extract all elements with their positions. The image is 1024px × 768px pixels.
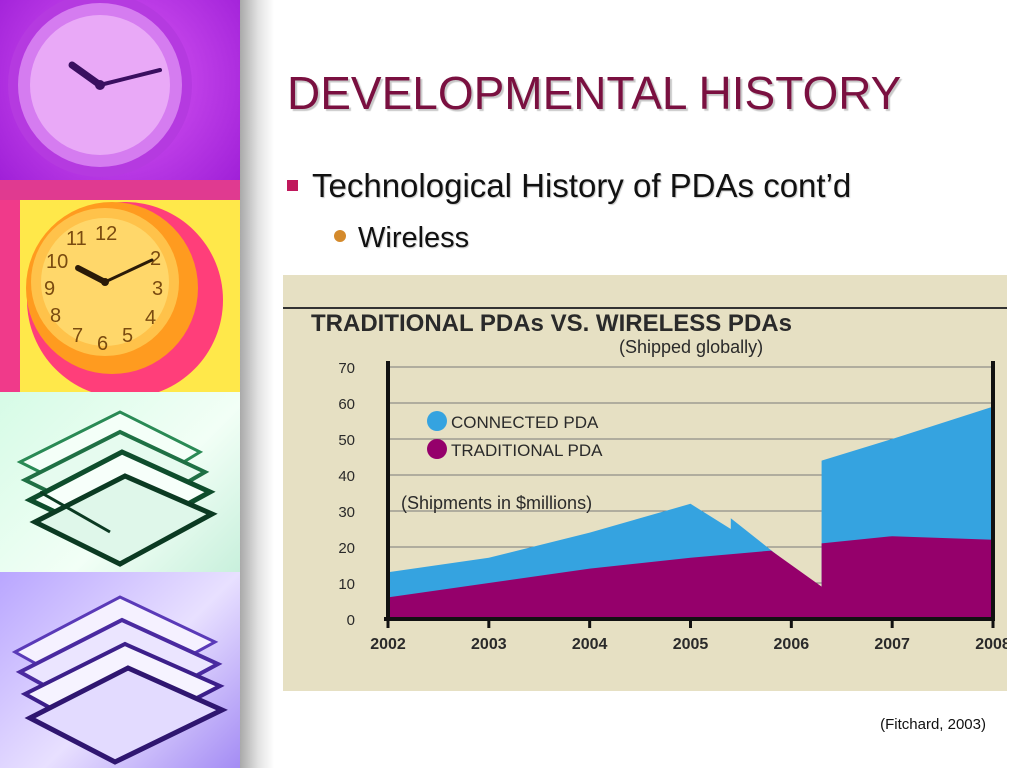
bullet-level1-text: Technological History of PDAs cont’d	[312, 167, 852, 204]
bullet-level2: Wireless	[334, 222, 469, 255]
legend-label-traditional: TRADITIONAL PDA	[451, 441, 603, 460]
chart-image: TRADITIONAL PDAs VS. WIRELESS PDAs (Ship…	[283, 275, 1007, 691]
svg-text:6: 6	[97, 333, 108, 355]
y-tick-label: 30	[338, 504, 355, 521]
purple-clock-image	[0, 0, 240, 180]
x-tick-label: 2003	[471, 636, 507, 653]
svg-text:2: 2	[150, 248, 161, 270]
green-books-image	[0, 392, 240, 572]
y-tick-label: 60	[338, 396, 355, 413]
x-tick-label: 2008	[975, 636, 1007, 653]
chart-subtitle: (Shipped globally)	[619, 337, 763, 357]
area-traditional-pda	[388, 536, 993, 619]
y-tick-label: 40	[338, 468, 355, 485]
svg-text:8: 8	[50, 305, 61, 327]
svg-text:9: 9	[44, 278, 55, 300]
decorative-sidebar: 12 2 3 4 5 6 7 8 9 10 11	[0, 0, 240, 768]
bullet-level1: Technological History of PDAs cont’d	[287, 167, 851, 205]
svg-text:4: 4	[145, 307, 156, 329]
svg-text:7: 7	[72, 325, 83, 347]
square-bullet-icon	[287, 179, 298, 191]
y-tick-label: 50	[338, 432, 355, 449]
x-tick-label: 2005	[673, 636, 709, 653]
area-chart: TRADITIONAL PDAs VS. WIRELESS PDAs (Ship…	[283, 307, 1007, 653]
y-tick-label: 70	[338, 360, 355, 377]
y-tick-label: 0	[347, 612, 355, 629]
svg-text:10: 10	[46, 251, 68, 273]
svg-text:11: 11	[66, 228, 87, 250]
pink-divider	[0, 180, 240, 200]
legend-swatch-traditional	[427, 439, 447, 459]
chart-title: TRADITIONAL PDAs VS. WIRELESS PDAs	[311, 310, 792, 337]
svg-text:3: 3	[152, 278, 163, 300]
slide-title: DEVELOPMENTAL HISTORY	[287, 67, 902, 119]
legend-swatch-connected	[427, 411, 447, 431]
bullet-level2-text: Wireless	[358, 222, 470, 254]
round-bullet-icon	[334, 230, 346, 243]
purple-books-image	[0, 572, 240, 768]
svg-text:5: 5	[122, 325, 133, 347]
x-tick-label: 2002	[370, 636, 406, 653]
svg-text:12: 12	[95, 223, 117, 245]
y-tick-label: 10	[338, 576, 355, 593]
x-tick-label: 2007	[874, 636, 910, 653]
axes: 70 60 50 40 30 20 10 0 2002 2003 2004 2005 2006 2007 2…	[338, 360, 1007, 653]
y-tick-label: 20	[338, 540, 355, 557]
chart-legend: CONNECTED PDA TRADITIONAL PDA	[427, 411, 603, 460]
legend-label-connected: CONNECTED PDA	[451, 413, 599, 432]
orange-clock-image: 12 2 3 4 5 6 7 8 9 10 11	[0, 200, 240, 392]
x-tick-label: 2004	[572, 636, 608, 653]
chart-annotation: (Shipments in $millions)	[401, 493, 592, 513]
x-tick-label: 2006	[774, 636, 810, 653]
series-areas	[388, 406, 993, 619]
citation: (Fitchard, 2003)	[880, 716, 986, 733]
sidebar-shadow	[240, 0, 274, 768]
